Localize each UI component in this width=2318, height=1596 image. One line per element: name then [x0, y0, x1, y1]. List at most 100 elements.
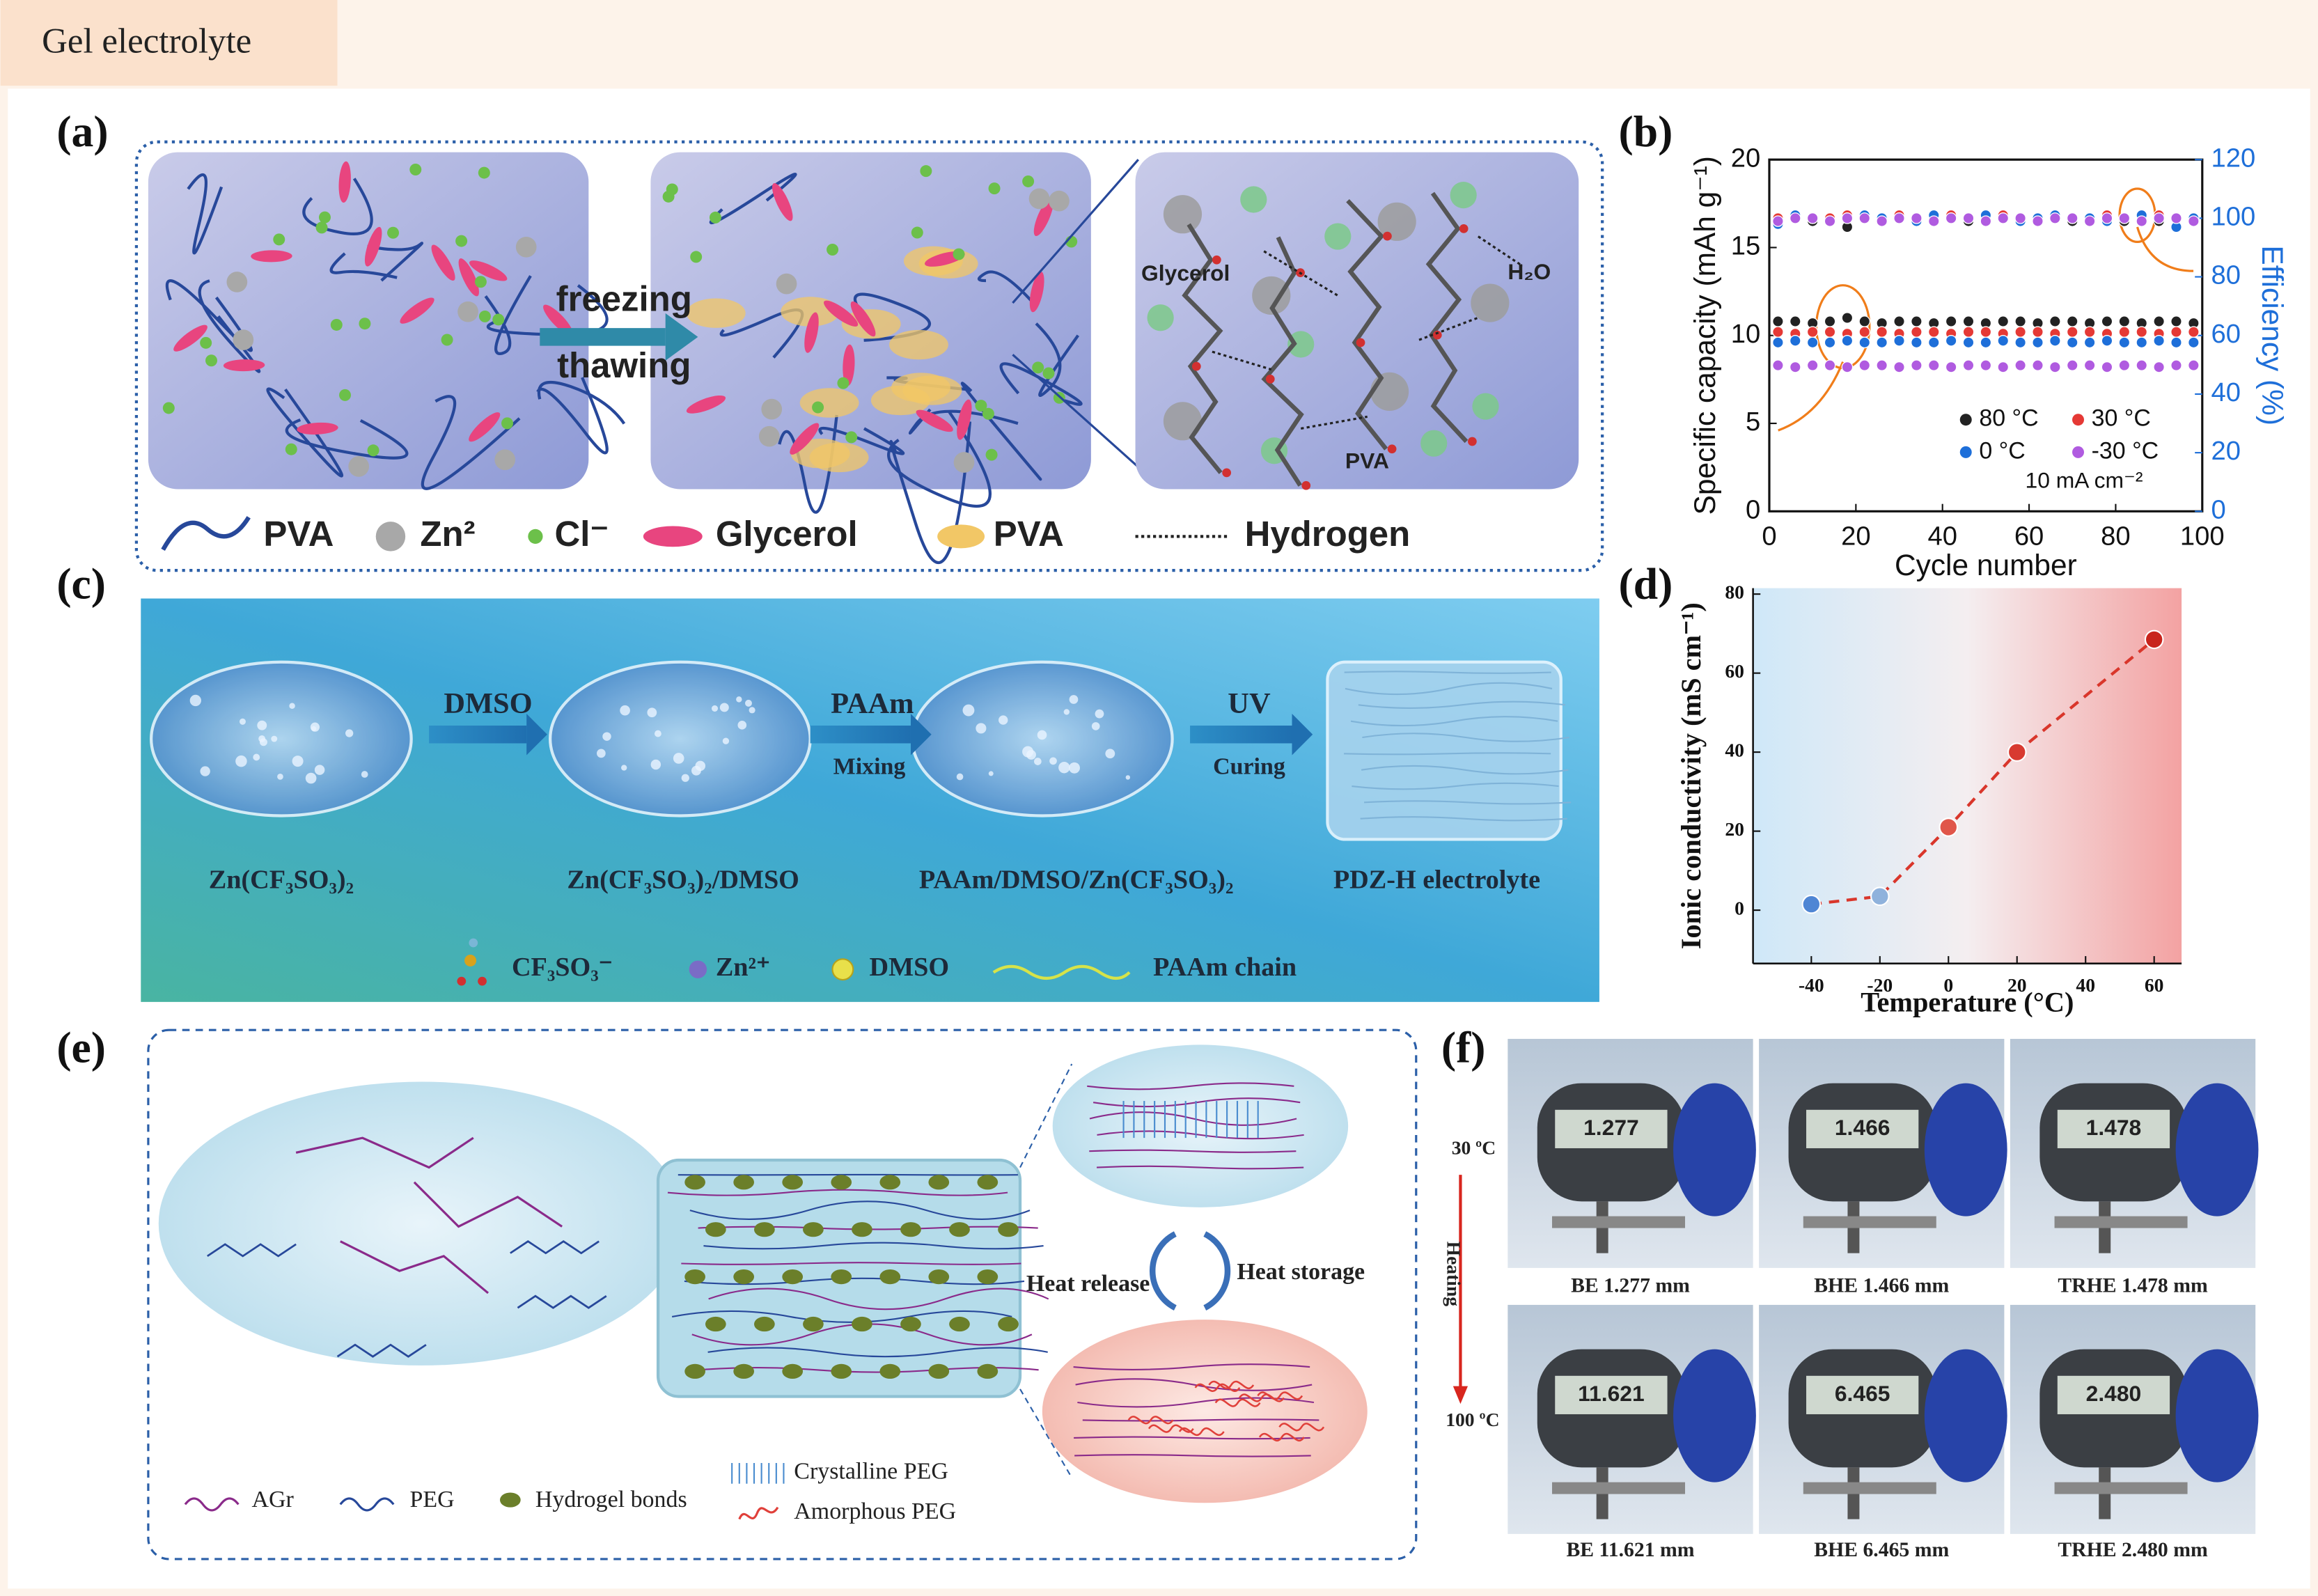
legend-label: Hydrogel bonds [535, 1487, 687, 1512]
glycerol [297, 422, 338, 435]
oxygen [1432, 330, 1442, 340]
legend-label: PAAm chain [1153, 953, 1297, 982]
paam-chain [1352, 782, 1559, 790]
cycle-label: Heat storage [1237, 1259, 1365, 1285]
amorphous-peg [1257, 1391, 1303, 1400]
zoom-line [1012, 159, 1139, 304]
capacity-point [1876, 359, 1888, 371]
header-box [0, 0, 338, 86]
legend-label: PEG [410, 1487, 455, 1512]
y-tick-label: 80 [1725, 581, 1744, 602]
cl-ion [1240, 186, 1267, 213]
legend-label: Crystalline PEG [794, 1459, 948, 1485]
legend-label: DMSO [870, 953, 950, 982]
y-tick-label: 5 [1746, 407, 1760, 437]
oxygen [1222, 468, 1232, 478]
amorphous-peg [1239, 1393, 1285, 1402]
panel-label: (d) [1619, 558, 1673, 608]
legend-label: PVA [263, 514, 334, 554]
glycerol [173, 324, 207, 352]
glycerol [686, 395, 726, 414]
bubble [259, 738, 267, 746]
amorphous-peg [1214, 1398, 1261, 1407]
legend-icon [478, 976, 487, 986]
bubble [1091, 722, 1100, 730]
capacity-point [2170, 315, 2182, 327]
callout-arrow [2136, 226, 2194, 272]
cl-ion [501, 417, 513, 430]
zn-ion [776, 273, 797, 295]
hydrogel-bond [852, 1316, 872, 1332]
hydrogen-bond [1418, 316, 1479, 341]
legend-icon [499, 1492, 521, 1508]
capacity-point [2049, 315, 2061, 327]
capacity-point [1806, 326, 1819, 338]
legend-icon [831, 958, 854, 981]
step-arrow-head [1292, 714, 1313, 756]
legend-icon [992, 964, 1131, 980]
hydrogel-bond [879, 1269, 901, 1285]
legend-label: 80 °C [1979, 405, 2038, 432]
cl-ion [285, 443, 297, 455]
x-tick-label: 40 [1927, 522, 1957, 551]
glycerol [223, 359, 265, 372]
bubble [722, 737, 730, 744]
cl-ion [985, 448, 998, 461]
efficiency-point [2083, 215, 2096, 227]
gauge-anvil [2054, 1216, 2188, 1228]
zoom-square [1135, 152, 1579, 490]
hydrogel-bond [998, 1222, 1019, 1237]
pva-chain [536, 377, 609, 455]
y-axis-label: Ionic conductivity (mS cm⁻¹) [1675, 602, 1707, 949]
legend-marker [2072, 446, 2085, 458]
bubble [200, 766, 210, 776]
efficiency-point [2066, 212, 2078, 224]
capacity-point [2118, 326, 2131, 338]
paam-chain [1350, 716, 1558, 727]
stage-label: Zn(CF₃SO₃)₂ [209, 866, 354, 895]
bubble [1063, 709, 1070, 715]
agr-structure [413, 1181, 563, 1228]
hydrogel-bond [831, 1175, 852, 1190]
efficiency-point [2118, 212, 2131, 224]
oxygen [1356, 338, 1365, 347]
photo-caption: BHE 1.466 mm [1814, 1274, 1949, 1297]
panel-label: (b) [1619, 107, 1673, 156]
stage-label: PDZ-H electrolyte [1333, 866, 1540, 895]
pva-chain [778, 414, 838, 514]
bubble [189, 694, 201, 707]
legend-label: Amorphous PEG [794, 1499, 956, 1524]
capacity-point [2136, 336, 2148, 349]
hydrogen-bond [1263, 250, 1339, 297]
amorphous-peg [1178, 1427, 1225, 1437]
bubble [1069, 695, 1079, 704]
y-tick-label: 0 [1734, 897, 1744, 918]
y-tick-label: 15 [1731, 231, 1760, 261]
glycerol [772, 182, 793, 221]
glove [2175, 1349, 2259, 1482]
chain [1425, 191, 1469, 444]
chain [1346, 199, 1388, 451]
efficiency-point [2014, 212, 2026, 224]
hydrogel-bond [754, 1222, 775, 1237]
y-tick-label: 0 [1746, 494, 1760, 524]
cl-ion [339, 389, 352, 401]
capacity-point [1911, 315, 1922, 327]
capacity-point [1911, 326, 1922, 338]
header-title: Gel electrolyte [42, 22, 251, 61]
peg-chain [1074, 1454, 1311, 1457]
pva-chain [198, 279, 261, 373]
capacity-point [2101, 315, 2113, 327]
cl-ion [709, 211, 721, 224]
cl-ion [318, 211, 331, 224]
paam-chain [1361, 765, 1569, 775]
pva-chain [285, 418, 409, 460]
efficiency-point [2188, 215, 2200, 227]
arrow-label: freezing [556, 279, 692, 318]
paam-chain [1345, 682, 1553, 696]
cl-ion [975, 400, 987, 412]
capacity-point [1772, 326, 1784, 338]
amorphous-peg [1258, 1432, 1305, 1442]
bubble [314, 765, 325, 775]
data-point [1801, 894, 1822, 914]
